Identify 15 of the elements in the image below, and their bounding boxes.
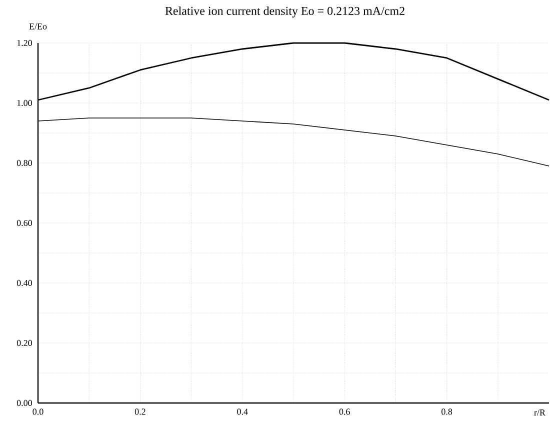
chart-title: Relative ion current density Eo = 0.2123 mA/cm2 (165, 6, 404, 18)
y-tick-label: 1.20 (17, 40, 32, 46)
y-tick-label: 0.00 (16, 400, 32, 406)
x-tick-label: 0.4 (237, 408, 248, 415)
y-tick-label: 0.40 (16, 280, 32, 286)
y-axis-title: E/Eo (29, 23, 47, 30)
y-tick-label: 0.20 (16, 340, 32, 346)
x-tick-label: 0.0 (32, 408, 44, 415)
y-tick-label: 0.60 (16, 220, 32, 226)
x-axis-title: r/R (534, 410, 546, 416)
y-tick-label: 0.80 (16, 160, 32, 166)
x-tick-label: 0.2 (134, 408, 146, 415)
x-tick-label: 0.6 (339, 408, 350, 415)
y-tick-label: 1.00 (17, 100, 32, 106)
x-tick-label: 0.8 (442, 408, 452, 415)
